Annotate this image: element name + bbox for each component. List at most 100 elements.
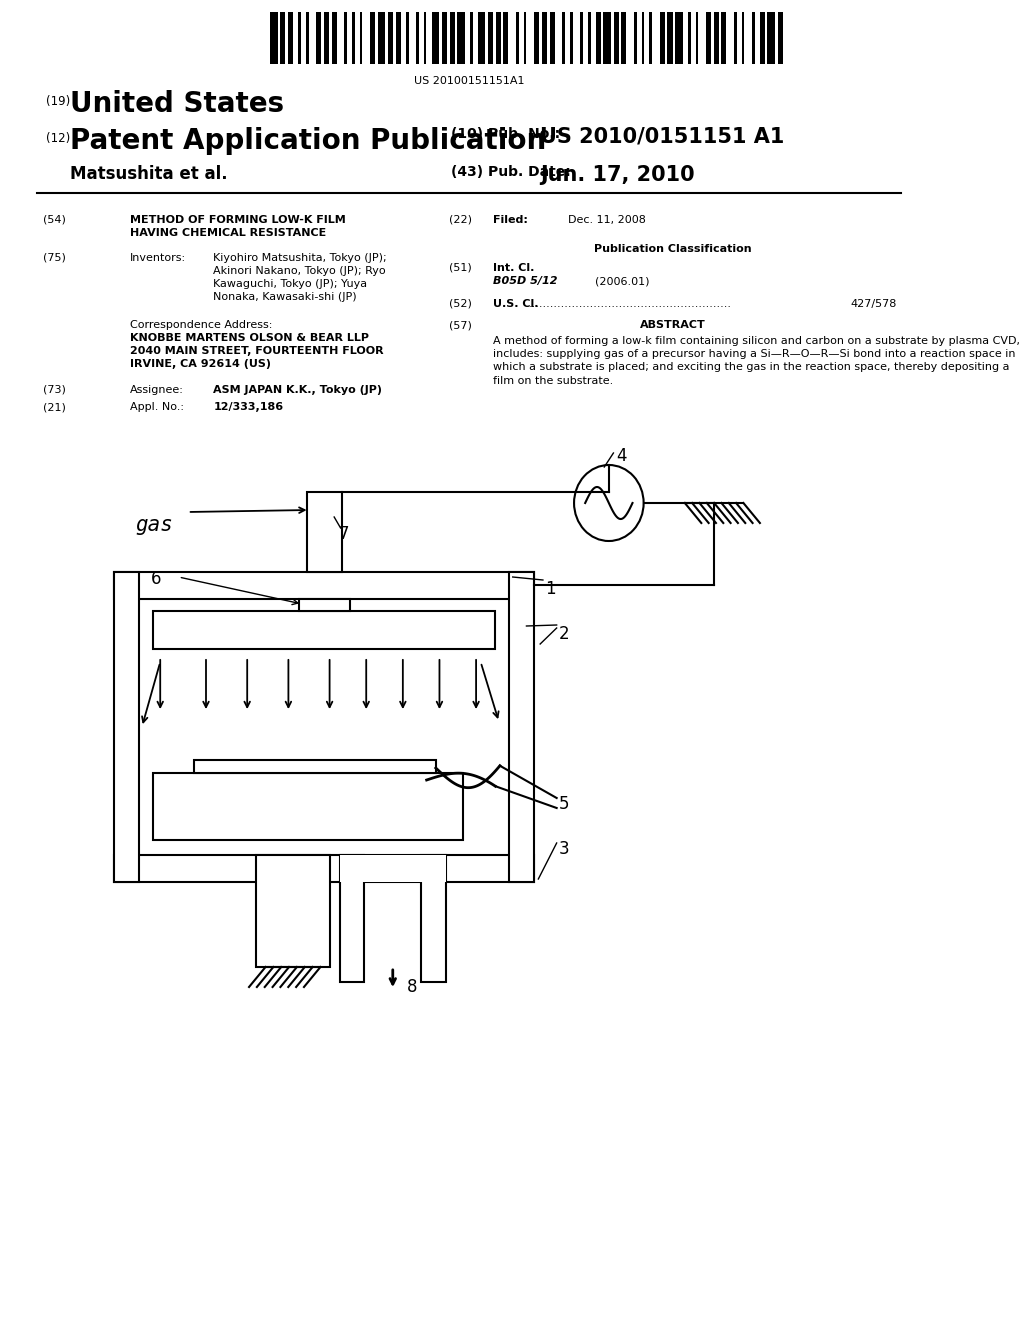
Bar [365,855,421,882]
Bar [340,855,365,982]
Bar [431,12,439,63]
Bar [642,12,644,63]
Bar [299,599,350,611]
Bar [115,572,139,882]
Bar [340,855,365,882]
Bar [668,12,673,63]
Text: (2006.01): (2006.01) [595,276,649,286]
Text: IRVINE, CA 92614 (US): IRVINE, CA 92614 (US) [130,359,271,370]
Bar [115,855,534,882]
Text: METHOD OF FORMING LOW-K FILM: METHOD OF FORMING LOW-K FILM [130,215,346,224]
Text: (21): (21) [43,403,66,412]
Text: (57): (57) [449,319,471,330]
Bar [421,855,445,882]
Text: Akinori Nakano, Tokyo (JP); Ryo: Akinori Nakano, Tokyo (JP); Ryo [213,267,386,276]
Bar [388,12,393,63]
Bar [622,12,627,63]
Text: Publication Classification: Publication Classification [594,244,752,253]
Bar [659,12,665,63]
Text: 5: 5 [558,795,569,813]
Text: A method of forming a low-k film containing silicon and carbon on a substrate by: A method of forming a low-k film contain… [493,337,1020,385]
Bar [139,599,509,855]
Text: Assignee:: Assignee: [130,385,184,395]
Bar [470,12,473,63]
Text: (51): (51) [449,263,471,273]
Text: (52): (52) [449,300,471,309]
Bar [570,12,572,63]
Bar [195,760,436,774]
Bar [752,12,755,63]
Bar [478,12,485,63]
Text: Kawaguchi, Tokyo (JP); Yuya: Kawaguchi, Tokyo (JP); Yuya [213,279,368,289]
Text: Appl. No.:: Appl. No.: [130,403,184,412]
Text: 12/333,186: 12/333,186 [213,403,284,412]
Bar [542,12,547,63]
Bar [344,12,347,63]
Text: (54): (54) [43,215,66,224]
Text: 8: 8 [407,978,417,997]
Text: Patent Application Publication: Patent Application Publication [70,127,546,154]
Text: ABSTRACT: ABSTRACT [640,319,706,330]
Text: ASM JAPAN K.K., Tokyo (JP): ASM JAPAN K.K., Tokyo (JP) [213,385,382,395]
Text: Kiyohiro Matsushita, Tokyo (JP);: Kiyohiro Matsushita, Tokyo (JP); [213,253,387,263]
Bar [256,855,330,882]
Bar [509,572,534,882]
Text: (43) Pub. Date:: (43) Pub. Date: [452,165,571,180]
Text: 3: 3 [558,840,569,858]
Bar [603,12,611,63]
Bar [588,12,591,63]
Bar [777,12,782,63]
Text: Matsushita et al.: Matsushita et al. [70,165,227,183]
Text: 7: 7 [339,525,349,543]
Text: (75): (75) [43,253,66,263]
Bar [688,12,690,63]
Bar [421,855,445,982]
Text: ........................................................: ........................................… [529,300,732,309]
Text: (22): (22) [449,215,472,224]
Text: Int. Cl.: Int. Cl. [493,263,534,273]
Bar [416,12,419,63]
Bar [359,12,362,63]
Bar [458,12,465,63]
Bar [550,12,555,63]
Bar [581,12,583,63]
Bar [721,12,726,63]
Bar [370,12,375,63]
Text: US 20100151151A1: US 20100151151A1 [414,77,524,86]
Bar [316,12,322,63]
Bar [613,12,618,63]
Bar [256,855,330,968]
Text: Dec. 11, 2008: Dec. 11, 2008 [567,215,645,224]
Bar [695,12,698,63]
Bar [450,12,455,63]
Text: (12): (12) [46,132,70,145]
Bar [634,12,637,63]
Bar [395,12,400,63]
Text: United States: United States [70,90,284,117]
Text: 2: 2 [558,624,569,643]
Bar [153,611,496,649]
Text: 427/578: 427/578 [851,300,897,309]
Bar [324,12,329,63]
Bar [281,12,286,63]
Bar [424,12,426,63]
Text: 6: 6 [152,570,162,587]
Bar [535,12,540,63]
Bar [741,12,744,63]
Text: Inventors:: Inventors: [130,253,186,263]
Bar [406,12,409,63]
Bar [270,12,278,63]
Bar [488,12,494,63]
Text: HAVING CHEMICAL RESISTANCE: HAVING CHEMICAL RESISTANCE [130,228,327,238]
Bar [714,12,719,63]
Bar [288,12,293,63]
Text: (19): (19) [46,95,70,108]
Text: Jun. 17, 2010: Jun. 17, 2010 [541,165,695,185]
Text: B05D 5/12: B05D 5/12 [493,276,557,286]
Text: 2040 MAIN STREET, FOURTEENTH FLOOR: 2040 MAIN STREET, FOURTEENTH FLOOR [130,346,384,356]
Bar [767,12,775,63]
Bar [734,12,736,63]
Bar [675,12,683,63]
Text: Nonaka, Kawasaki-shi (JP): Nonaka, Kawasaki-shi (JP) [213,292,357,302]
Bar [306,12,308,63]
